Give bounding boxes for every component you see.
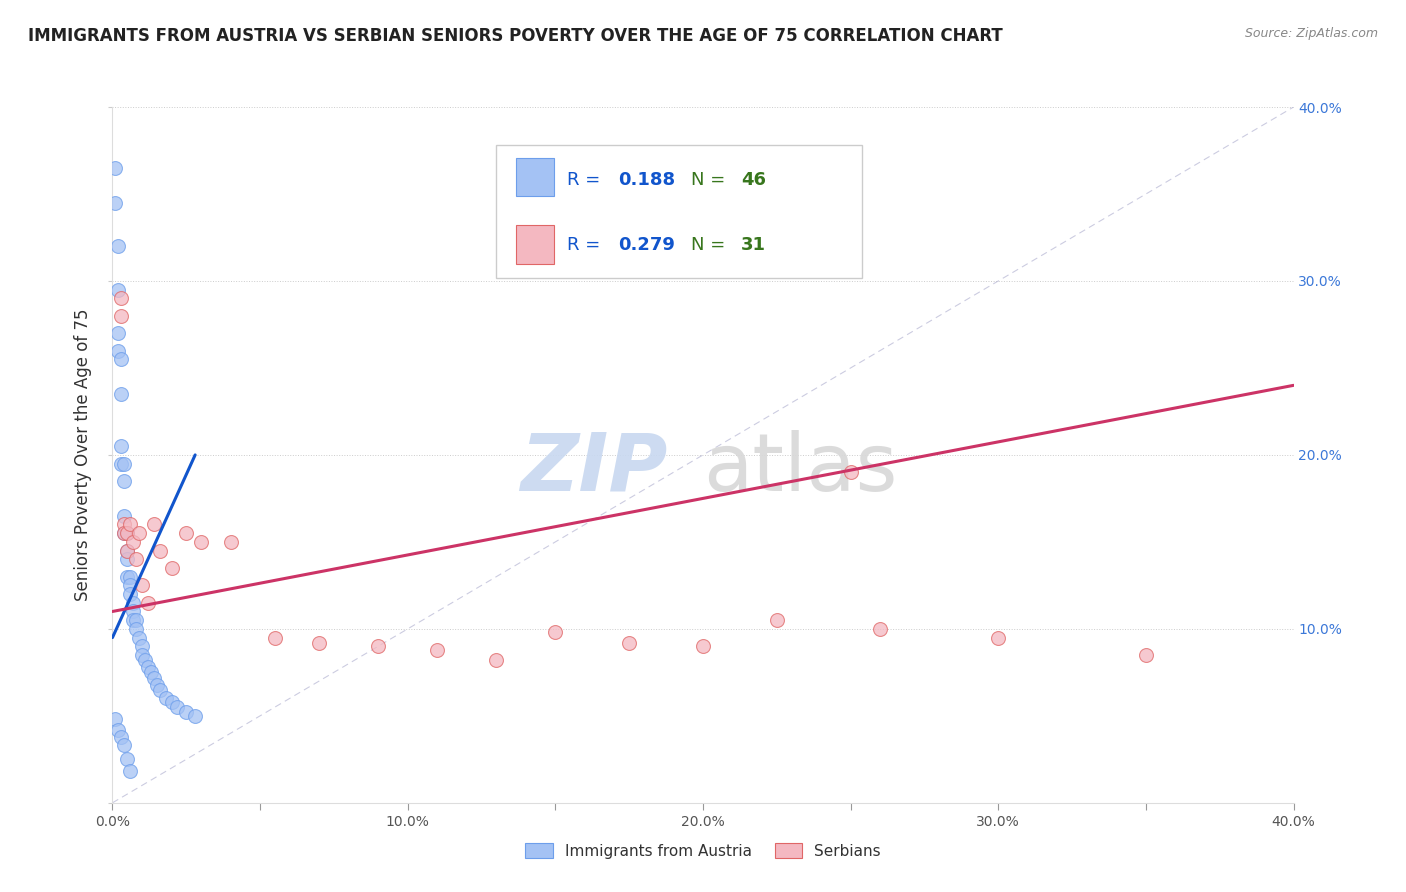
Text: R =: R =: [567, 235, 606, 254]
Point: [544, 625, 567, 640]
Text: N =: N =: [692, 235, 731, 254]
Point: [117, 543, 138, 558]
Point: [426, 642, 449, 657]
Point: [125, 552, 148, 566]
FancyBboxPatch shape: [516, 226, 554, 263]
Point: [128, 631, 150, 645]
Point: [139, 665, 162, 680]
FancyBboxPatch shape: [516, 158, 554, 196]
Point: [107, 343, 129, 358]
Point: [155, 691, 177, 706]
Point: [1135, 648, 1157, 662]
Point: [142, 671, 165, 685]
Point: [149, 543, 172, 558]
Point: [160, 561, 183, 575]
Point: [110, 457, 132, 471]
Point: [174, 706, 197, 720]
Point: [117, 552, 138, 566]
Text: N =: N =: [692, 171, 731, 189]
Point: [120, 570, 142, 584]
FancyBboxPatch shape: [496, 145, 862, 277]
Text: ZIP: ZIP: [520, 430, 668, 508]
Text: 31: 31: [741, 235, 766, 254]
Point: [117, 570, 138, 584]
Point: [112, 508, 135, 523]
Point: [110, 730, 132, 744]
Point: [110, 387, 132, 401]
Text: 0.188: 0.188: [619, 171, 675, 189]
Point: [122, 534, 145, 549]
Point: [149, 682, 172, 697]
Point: [117, 526, 138, 541]
Point: [110, 291, 132, 305]
Point: [166, 700, 188, 714]
Point: [136, 660, 159, 674]
Point: [190, 534, 212, 549]
Text: IMMIGRANTS FROM AUSTRIA VS SERBIAN SENIORS POVERTY OVER THE AGE OF 75 CORRELATIO: IMMIGRANTS FROM AUSTRIA VS SERBIAN SENIO…: [28, 27, 1002, 45]
Point: [112, 457, 135, 471]
Point: [485, 653, 508, 667]
Point: [117, 526, 138, 541]
Point: [219, 534, 242, 549]
Point: [174, 526, 197, 541]
Point: [692, 639, 714, 653]
Text: 0.279: 0.279: [619, 235, 675, 254]
Point: [134, 653, 156, 667]
Point: [110, 439, 132, 453]
Point: [367, 639, 389, 653]
Point: [125, 622, 148, 636]
Point: [122, 613, 145, 627]
Point: [117, 752, 138, 766]
Point: [110, 352, 132, 367]
Point: [120, 578, 142, 592]
Point: [104, 712, 127, 726]
Point: [104, 161, 127, 175]
Point: [184, 708, 207, 723]
Point: [110, 309, 132, 323]
Point: [136, 596, 159, 610]
Point: [146, 677, 169, 691]
Point: [987, 631, 1010, 645]
Point: [839, 466, 862, 480]
Point: [160, 695, 183, 709]
Text: 46: 46: [741, 171, 766, 189]
Point: [766, 613, 789, 627]
Point: [131, 648, 153, 662]
Point: [125, 613, 148, 627]
Point: [131, 639, 153, 653]
Point: [120, 587, 142, 601]
Point: [112, 739, 135, 753]
Point: [869, 622, 891, 636]
Text: R =: R =: [567, 171, 606, 189]
Point: [117, 543, 138, 558]
Text: atlas: atlas: [703, 430, 897, 508]
Point: [122, 605, 145, 619]
Text: Source: ZipAtlas.com: Source: ZipAtlas.com: [1244, 27, 1378, 40]
Point: [128, 526, 150, 541]
Point: [107, 283, 129, 297]
Point: [122, 596, 145, 610]
Point: [120, 764, 142, 779]
Point: [112, 474, 135, 488]
Point: [142, 517, 165, 532]
Point: [112, 526, 135, 541]
Point: [131, 578, 153, 592]
Y-axis label: Seniors Poverty Over the Age of 75: Seniors Poverty Over the Age of 75: [75, 309, 93, 601]
Point: [120, 517, 142, 532]
Point: [107, 326, 129, 340]
Point: [112, 517, 135, 532]
Point: [104, 195, 127, 210]
Point: [264, 631, 287, 645]
Point: [308, 636, 330, 650]
Point: [107, 723, 129, 737]
Legend: Immigrants from Austria, Serbians: Immigrants from Austria, Serbians: [519, 837, 887, 864]
Point: [107, 239, 129, 253]
Point: [619, 636, 641, 650]
Point: [112, 526, 135, 541]
